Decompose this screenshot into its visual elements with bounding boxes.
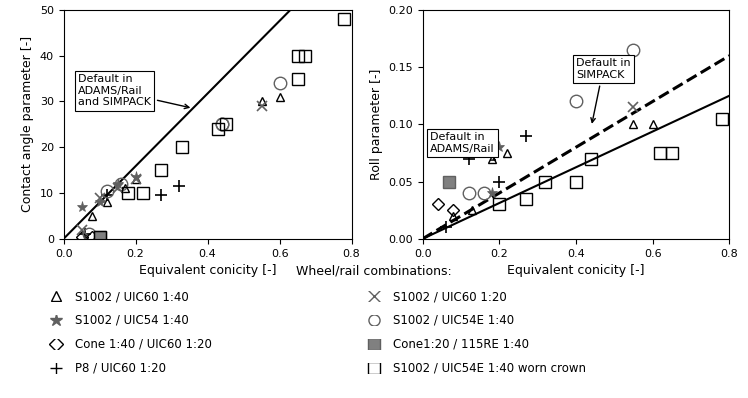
Y-axis label: Roll parameter [-]: Roll parameter [-] (370, 69, 382, 180)
Text: Cone 1:40 / UIC60 1:20: Cone 1:40 / UIC60 1:20 (75, 338, 212, 351)
Text: Cone1:20 / 115RE 1:40: Cone1:20 / 115RE 1:40 (393, 338, 529, 351)
Text: Wheel/rail combinations:: Wheel/rail combinations: (296, 265, 452, 278)
X-axis label: Equivalent conicity [-]: Equivalent conicity [-] (139, 264, 276, 277)
Text: S1002 / UIC60 1:40: S1002 / UIC60 1:40 (75, 290, 188, 303)
Text: S1002 / UIC54 1:40: S1002 / UIC54 1:40 (75, 314, 188, 327)
Text: Default in
SIMPACK: Default in SIMPACK (576, 58, 631, 123)
Text: P8 / UIC60 1:20: P8 / UIC60 1:20 (75, 362, 166, 375)
Text: S1002 / UIC60 1:20: S1002 / UIC60 1:20 (393, 290, 506, 303)
Text: Default in
ADAMS/Rail: Default in ADAMS/Rail (430, 133, 495, 160)
X-axis label: Equivalent conicity [-]: Equivalent conicity [-] (507, 264, 645, 277)
Y-axis label: Contact angle parameter [-]: Contact angle parameter [-] (21, 36, 34, 213)
Text: S1002 / UIC54E 1:40: S1002 / UIC54E 1:40 (393, 314, 514, 327)
Text: Default in
ADAMS/Rail
and SIMPACK: Default in ADAMS/Rail and SIMPACK (78, 74, 189, 109)
Text: S1002 / UIC54E 1:40 worn crown: S1002 / UIC54E 1:40 worn crown (393, 362, 586, 375)
